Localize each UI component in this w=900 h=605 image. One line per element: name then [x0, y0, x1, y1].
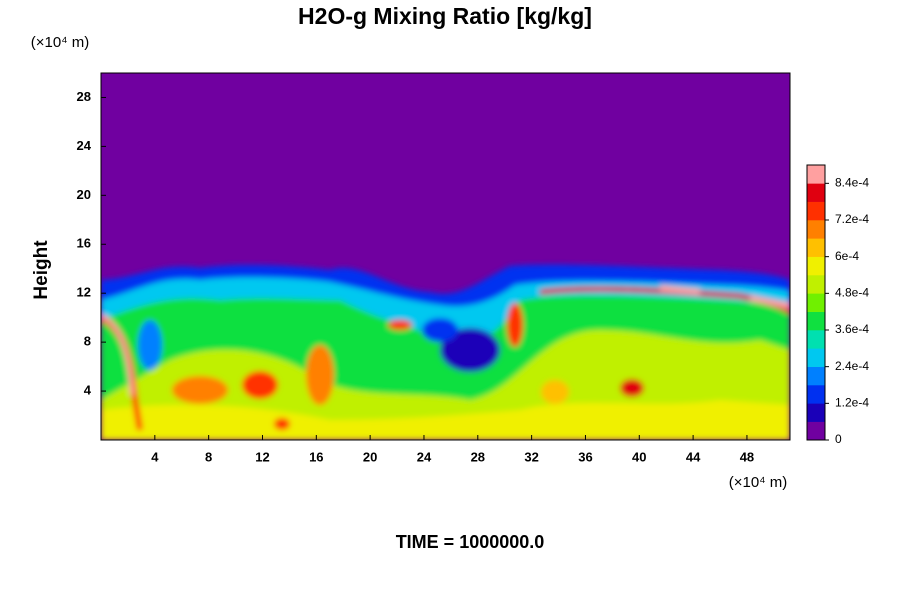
colorbar-band [807, 403, 825, 422]
x-tick-label: 12 [255, 449, 269, 464]
colorbar-tick-label: 8.4e-4 [835, 176, 869, 190]
field [101, 73, 790, 440]
colorbar-tick-label: 6e-4 [835, 249, 859, 263]
y-tick-label: 20 [77, 187, 91, 202]
colorbar-band [807, 220, 825, 239]
colorbar-band [807, 330, 825, 349]
colorbar-band [807, 201, 825, 221]
x-tick-label: 24 [417, 449, 432, 464]
colorbar-band [807, 421, 825, 441]
colorbar-tick-label: 1.2e-4 [835, 396, 869, 410]
colorbar-tick-label: 0 [835, 432, 842, 446]
colorbar-band [807, 183, 825, 202]
chart-title: H2O-g Mixing Ratio [kg/kg] [298, 3, 592, 29]
colorbar-tick-label: 7.2e-4 [835, 212, 869, 226]
y-tick-label: 8 [84, 334, 91, 349]
x-tick-label: 28 [471, 449, 485, 464]
x-unit: (×10⁴ m) [729, 474, 788, 491]
x-tick-label: 48 [740, 449, 754, 464]
colorbar-band [807, 385, 825, 404]
colorbar-band [807, 293, 825, 312]
y-tick-label: 12 [77, 285, 91, 300]
colorbar-frame [806, 164, 826, 441]
colorbar-tick-label: 2.4e-4 [835, 359, 869, 373]
y-axis-label: Height [31, 240, 52, 300]
footer-time: TIME = 1000000.0 [396, 532, 545, 552]
y-unit: (×10⁴ m) [31, 34, 90, 51]
plot-frame [100, 72, 791, 441]
colorbar-band [807, 238, 825, 257]
colorbar-tick-label: 4.8e-4 [835, 286, 869, 300]
x-tick-label: 4 [151, 449, 159, 464]
y-tick-label: 4 [84, 383, 92, 398]
colorbar-band [807, 256, 825, 276]
x-tick-label: 32 [524, 449, 538, 464]
colorbar-band [807, 275, 825, 294]
colorbar-band [807, 366, 825, 386]
colorbar-band [807, 165, 825, 184]
x-tick-label: 36 [578, 449, 592, 464]
x-tick-label: 20 [363, 449, 377, 464]
y-tick-label: 16 [77, 236, 91, 251]
y-tick-label: 28 [77, 89, 91, 104]
x-tick-label: 40 [632, 449, 646, 464]
x-tick-label: 16 [309, 449, 323, 464]
colorbar-tick-label: 3.6e-4 [835, 322, 869, 336]
x-tick-label: 44 [686, 449, 701, 464]
colorbar-band [807, 311, 825, 331]
y-tick-label: 24 [77, 138, 92, 153]
x-tick-label: 8 [205, 449, 212, 464]
colorbar-band [807, 348, 825, 367]
